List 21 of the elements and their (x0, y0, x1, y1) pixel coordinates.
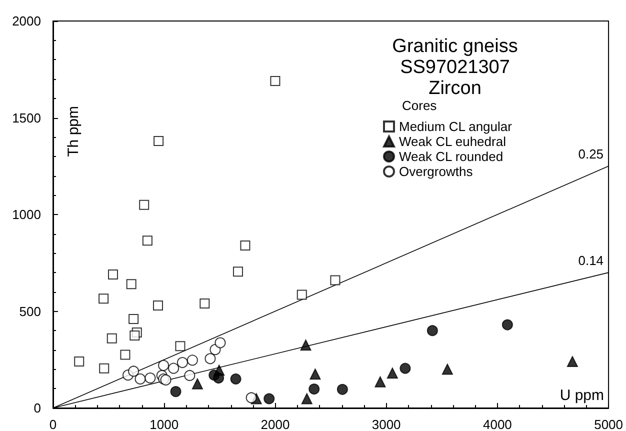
x-tick-label: 4000 (482, 417, 512, 431)
x-tick-label: 5000 (594, 417, 623, 431)
x-tick-label: 1000 (150, 417, 179, 431)
series-label: 0.14 (578, 253, 604, 268)
y-tick-label: 500 (19, 304, 41, 319)
series-label: 0.25 (578, 146, 604, 162)
legend-label: Weak CL euhedral (399, 134, 506, 149)
legend-label: Medium CL angular (399, 119, 513, 134)
x-axis-title: U ppm (560, 387, 604, 404)
legend-label: Overgrowths (399, 164, 474, 179)
y-axis-title: Th ppm (65, 106, 82, 157)
x-tick-label: 3000 (372, 417, 401, 431)
legend-label: Weak CL rounded (399, 149, 504, 164)
legend-title: Cores (402, 98, 438, 113)
x-tick-label: 2000 (260, 417, 290, 431)
y-tick-label: 1000 (12, 207, 41, 222)
y-tick-label: 2000 (12, 14, 41, 28)
x-tick-label: 0 (49, 417, 57, 431)
text: Granitic gneiss SS97021307 Zircon (392, 36, 518, 99)
y-tick-label: 0 (34, 400, 41, 416)
y-tick-label: 1500 (12, 110, 41, 126)
